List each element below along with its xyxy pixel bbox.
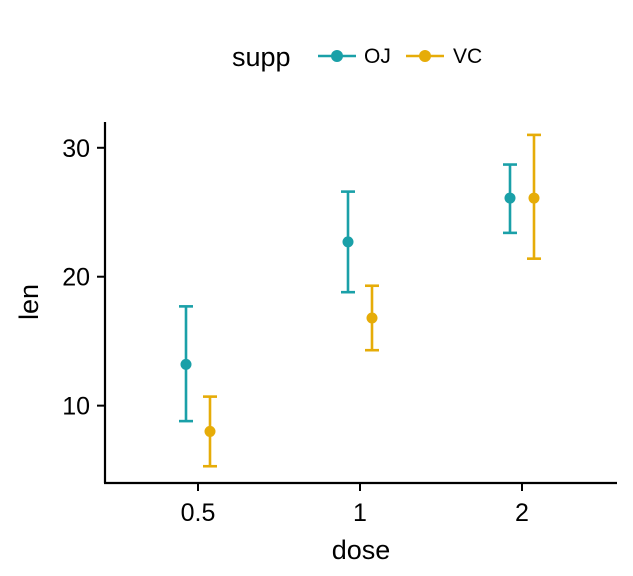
errorbar-oj-1 — [341, 190, 355, 294]
point-vc-1 — [366, 312, 378, 324]
legend: supp OJ VC — [232, 42, 482, 72]
legend-key-oj-point — [331, 50, 343, 62]
x-axis-ticks: 0.5 1 2 — [181, 483, 529, 527]
y-axis-ticks: 10 20 30 — [62, 135, 105, 421]
y-axis-title: len — [14, 284, 44, 320]
errorbar-oj-0.5 — [179, 305, 193, 423]
x-tick-label-0.5: 0.5 — [181, 499, 216, 527]
errorbar-vc-1 — [365, 284, 379, 352]
point-vc-2 — [528, 192, 540, 204]
point-oj-0.5 — [180, 358, 192, 370]
errorbar-oj-2 — [503, 163, 517, 235]
y-tick-label-20: 20 — [62, 264, 90, 292]
x-tick-label-2: 2 — [515, 499, 529, 527]
point-vc-0.5 — [204, 425, 216, 437]
errorbar-vc-0.5 — [203, 395, 217, 468]
legend-label-oj: OJ — [364, 45, 391, 68]
legend-item-oj: OJ — [318, 45, 391, 68]
legend-label-vc: VC — [453, 45, 482, 68]
legend-item-vc: VC — [406, 45, 482, 68]
legend-key-vc-point — [419, 50, 431, 62]
plot-marks — [179, 133, 541, 468]
point-oj-2 — [504, 192, 516, 204]
x-tick-label-1: 1 — [353, 499, 367, 527]
y-tick-label-30: 30 — [62, 135, 90, 163]
x-axis-title: dose — [332, 535, 391, 565]
y-tick-label-10: 10 — [62, 393, 90, 421]
errorbar-vc-2 — [527, 133, 541, 260]
legend-title: supp — [232, 42, 291, 72]
point-oj-1 — [342, 236, 354, 248]
